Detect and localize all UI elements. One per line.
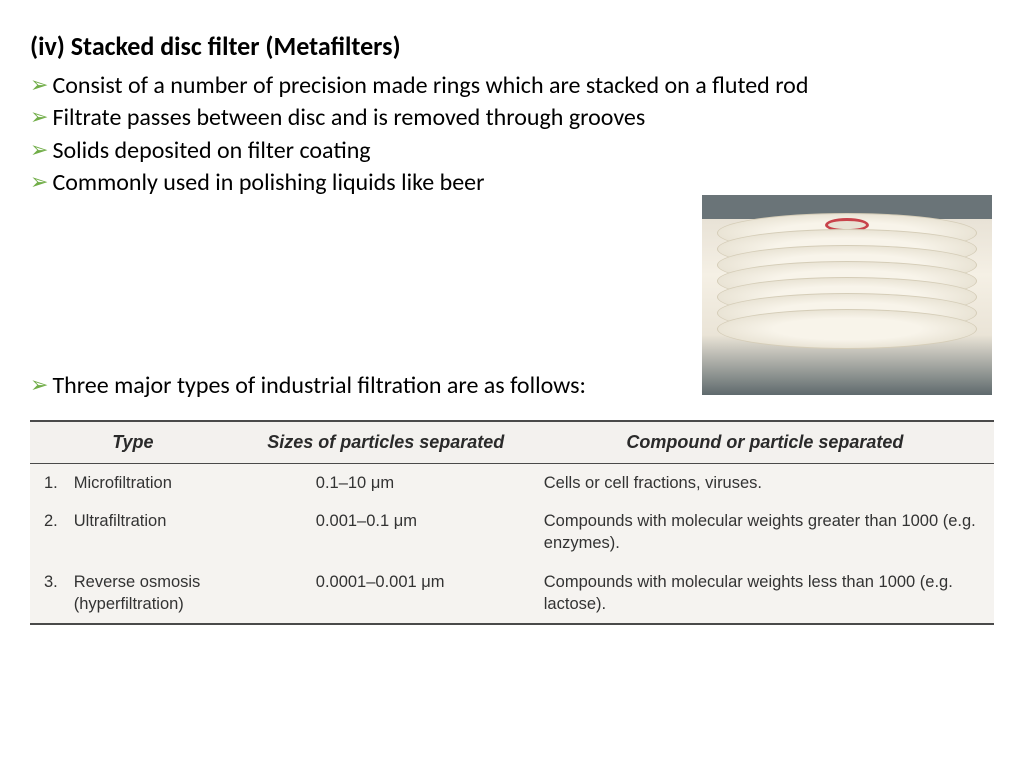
row-compound: Compounds with molecular weights less th… bbox=[536, 563, 994, 624]
row-compound: Cells or cell fractions, viruses. bbox=[536, 463, 994, 502]
row-type: Microfiltration bbox=[66, 463, 236, 502]
bullet-text: Filtrate passes between disc and is remo… bbox=[52, 102, 994, 134]
col-header-size: Sizes of particles separated bbox=[236, 422, 536, 464]
row-type: Reverse osmosis (hyperfiltration) bbox=[66, 563, 236, 624]
row-compound: Compounds with molecular weights greater… bbox=[536, 502, 994, 563]
section-heading: (iv) Stacked disc filter (Metafilters) bbox=[30, 30, 994, 62]
arrow-icon: ➢ bbox=[30, 135, 48, 166]
filtration-table: Type Sizes of particles separated Compou… bbox=[30, 420, 994, 625]
table-row: 1. Microfiltration 0.1–10 μm Cells or ce… bbox=[30, 463, 994, 502]
bullet-item: ➢ Filtrate passes between disc and is re… bbox=[30, 102, 994, 134]
table-row: 3. Reverse osmosis (hyperfiltration) 0.0… bbox=[30, 563, 994, 624]
row-num: 3. bbox=[30, 563, 66, 624]
col-header-compound: Compound or particle separated bbox=[536, 422, 994, 464]
row-size: 0.0001–0.001 μm bbox=[236, 563, 536, 624]
disc-stack-graphic bbox=[717, 213, 977, 349]
row-size: 0.001–0.1 μm bbox=[236, 502, 536, 563]
bullet-item: ➢ Consist of a number of precision made … bbox=[30, 70, 994, 102]
col-header-type: Type bbox=[30, 422, 236, 464]
arrow-icon: ➢ bbox=[30, 102, 48, 133]
bullet-item: ➢ Solids deposited on filter coating bbox=[30, 135, 994, 167]
bullet-text: Consist of a number of precision made ri… bbox=[52, 70, 994, 102]
table-row: 2. Ultrafiltration 0.001–0.1 μm Compound… bbox=[30, 502, 994, 563]
row-size: 0.1–10 μm bbox=[236, 463, 536, 502]
row-type: Ultrafiltration bbox=[66, 502, 236, 563]
arrow-icon: ➢ bbox=[30, 370, 48, 401]
filter-image bbox=[702, 195, 992, 395]
arrow-icon: ➢ bbox=[30, 167, 48, 198]
row-num: 2. bbox=[30, 502, 66, 563]
arrow-icon: ➢ bbox=[30, 70, 48, 101]
bullet-list: ➢ Consist of a number of precision made … bbox=[30, 70, 994, 200]
bullet-text: Solids deposited on filter coating bbox=[52, 135, 994, 167]
table-header-row: Type Sizes of particles separated Compou… bbox=[30, 422, 994, 464]
row-num: 1. bbox=[30, 463, 66, 502]
